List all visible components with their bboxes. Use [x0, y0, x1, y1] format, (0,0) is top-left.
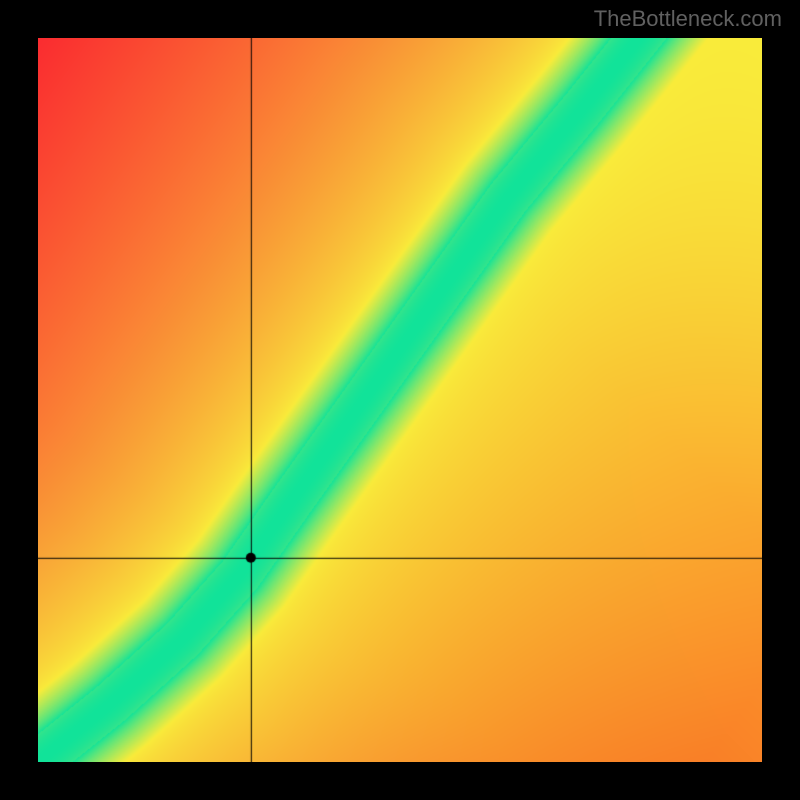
- heatmap-canvas: [38, 38, 762, 762]
- heatmap-plot: [38, 38, 762, 762]
- watermark-text: TheBottleneck.com: [594, 6, 782, 32]
